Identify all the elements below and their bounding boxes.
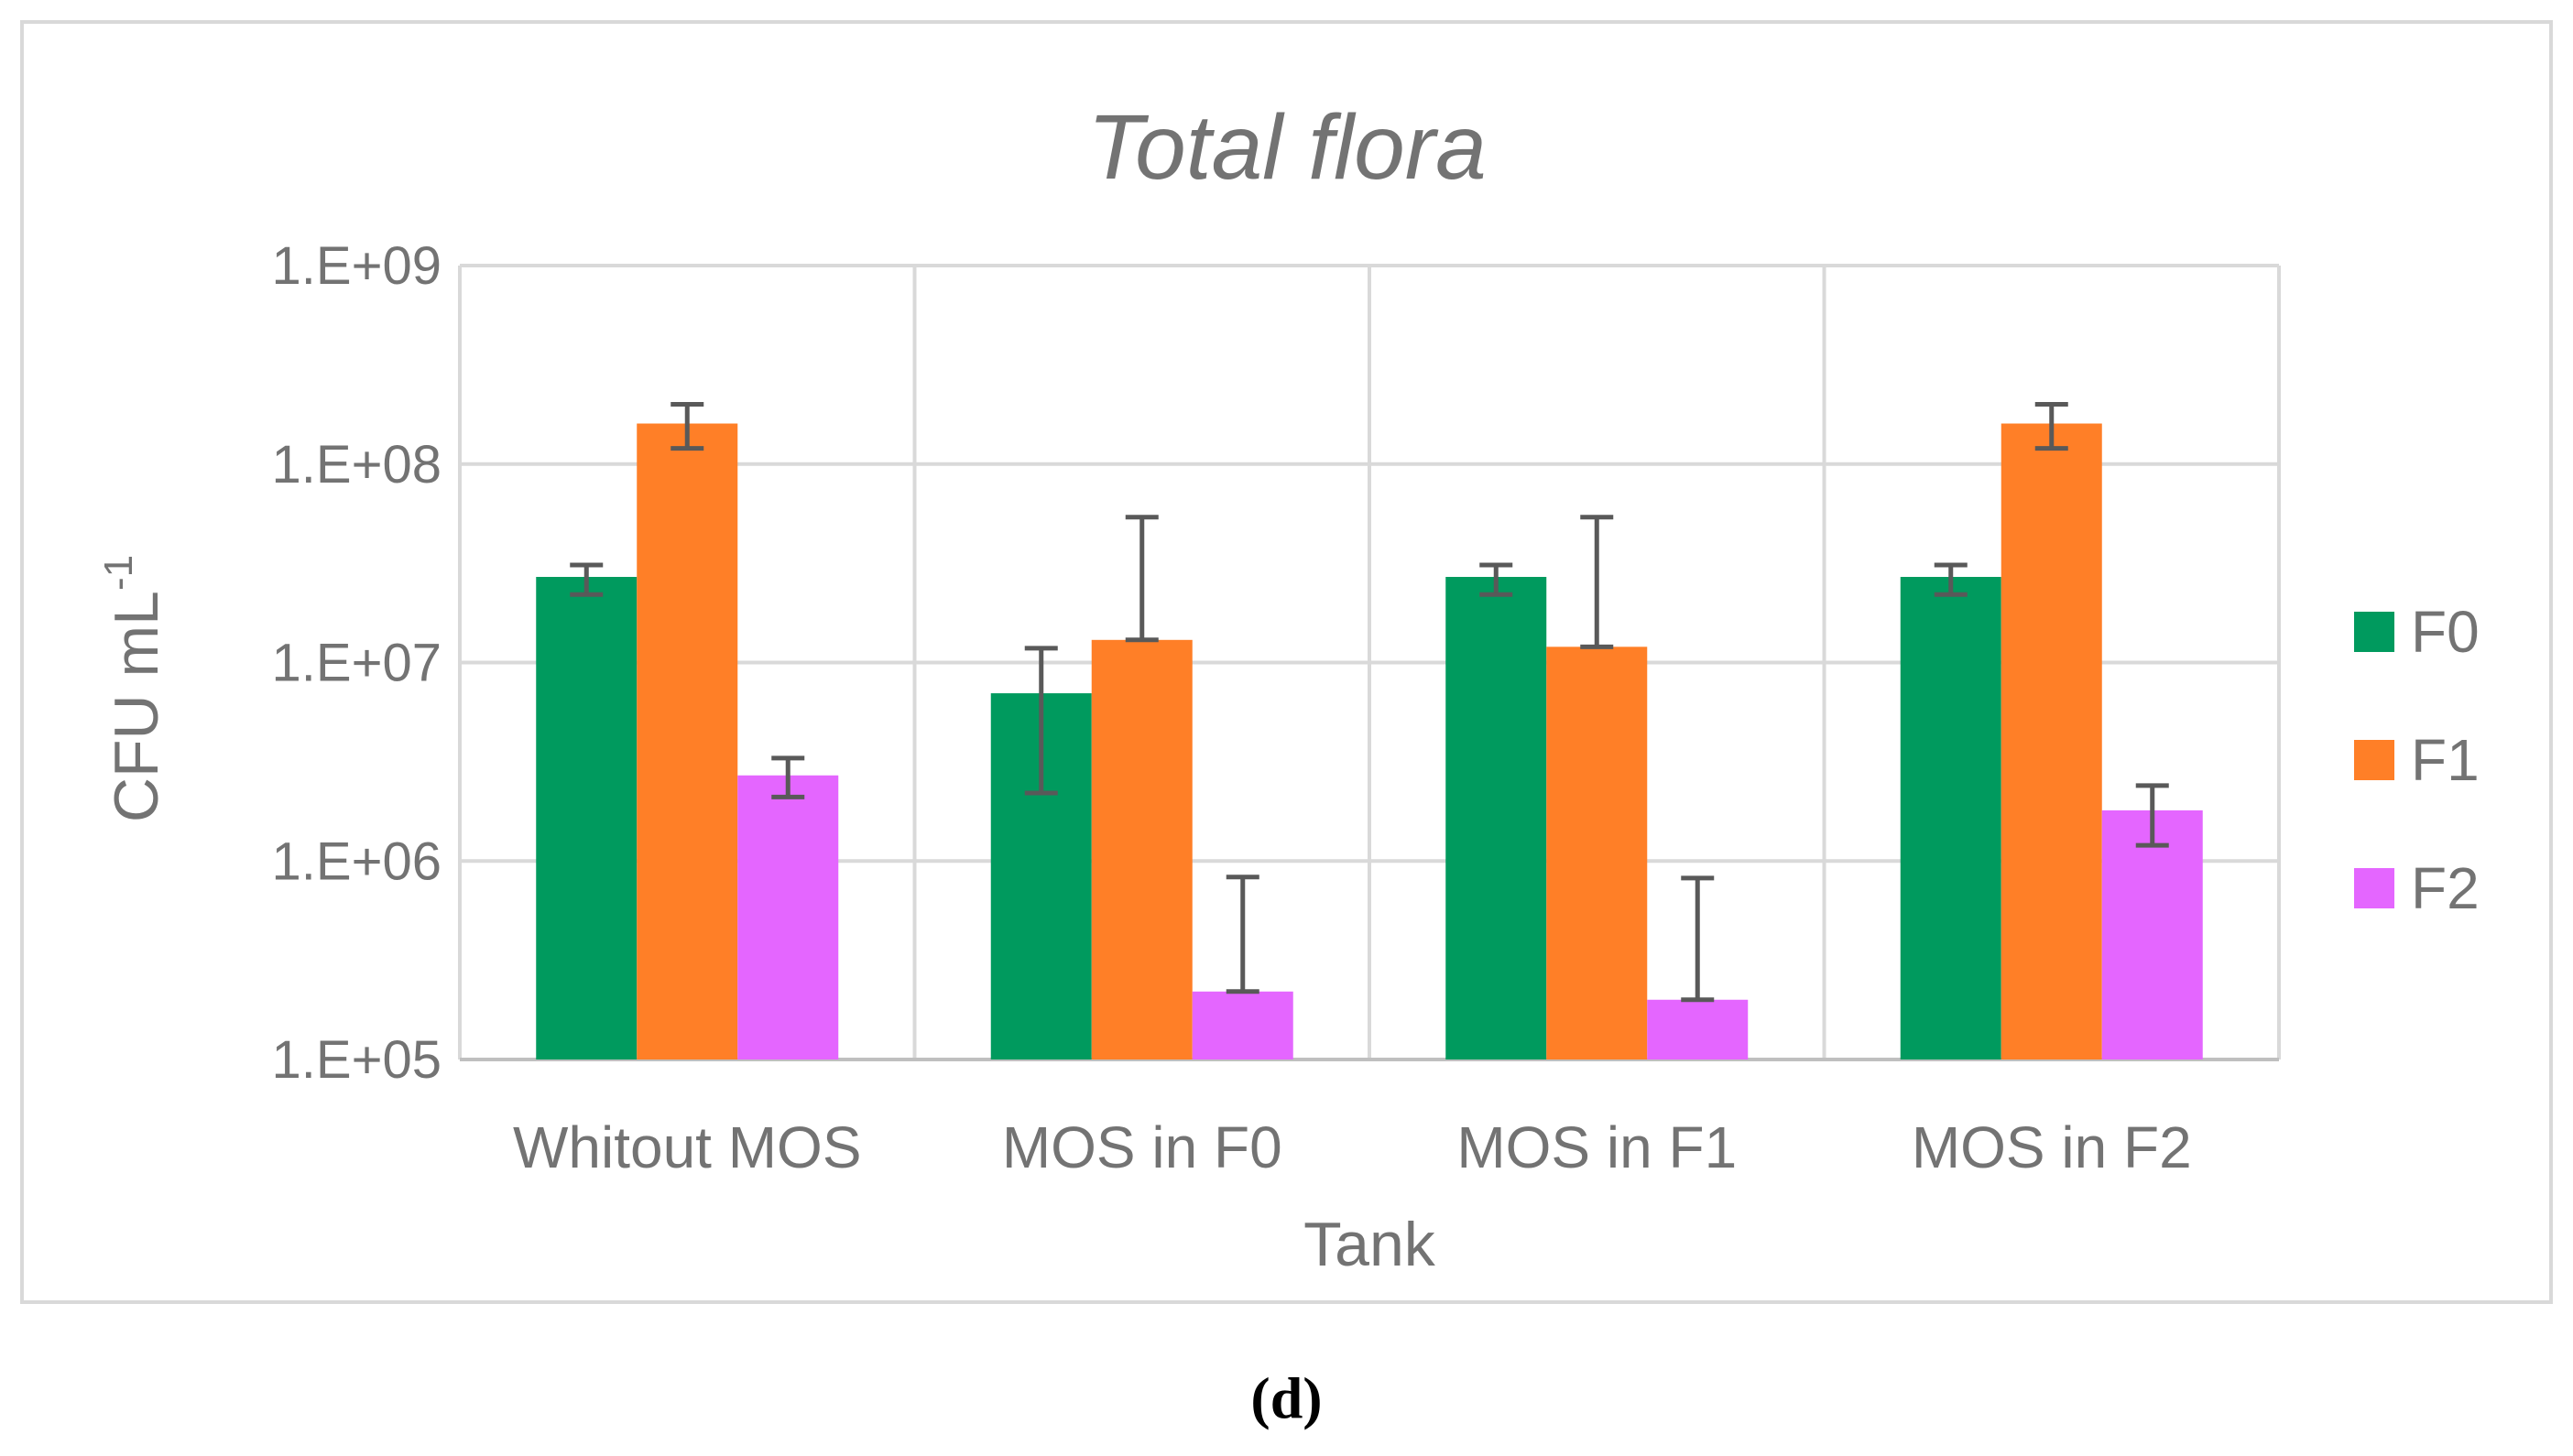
y-axis-label: CFU mL-1 — [96, 555, 171, 822]
legend-swatch-f2 — [2354, 868, 2394, 908]
bar-f2 — [1192, 991, 1293, 1059]
y-axis-label-superscript: -1 — [96, 555, 141, 591]
y-tick-label: 1.E+06 — [272, 831, 442, 891]
x-axis-ticks: Whitout MOS MOS in F0 MOS in F1 MOS in F2 — [513, 1114, 2192, 1180]
bar-f0 — [1445, 577, 1547, 1059]
y-tick-label: 1.E+05 — [272, 1030, 442, 1090]
bar-f2 — [1647, 999, 1749, 1059]
x-tick-label: MOS in F0 — [1002, 1114, 1282, 1180]
y-tick-label: 1.E+07 — [272, 634, 442, 693]
legend-label: F2 — [2411, 855, 2480, 921]
bar-f1 — [1546, 647, 1648, 1059]
bar-f2 — [2101, 809, 2203, 1059]
bar-f1 — [1091, 639, 1193, 1059]
bar-f0 — [1900, 577, 2001, 1059]
legend-label: F0 — [2411, 599, 2480, 665]
x-axis-label: Tank — [1303, 1210, 1436, 1279]
x-tick-label: MOS in F1 — [1456, 1114, 1737, 1180]
y-tick-label: 1.E+09 — [272, 236, 442, 296]
chart-title: Total flora — [1087, 96, 1486, 199]
y-tick-label: 1.E+08 — [272, 435, 442, 494]
y-axis-label-main: CFU mL — [102, 591, 171, 822]
legend-swatch-f1 — [2354, 740, 2394, 780]
error-bars — [570, 402, 2169, 1003]
figure-caption: (d) — [1250, 1365, 1323, 1430]
bar-f0 — [536, 577, 638, 1059]
legend: F0 F1 F2 — [2354, 599, 2480, 921]
bar-f2 — [737, 775, 839, 1059]
legend-swatch-f0 — [2354, 612, 2394, 652]
y-axis-ticks: 1.E+05 1.E+06 1.E+07 1.E+08 1.E+09 — [272, 236, 442, 1090]
legend-label: F1 — [2411, 727, 2480, 793]
bar-f1 — [2001, 423, 2102, 1060]
x-tick-label: MOS in F2 — [1912, 1114, 2192, 1180]
bar-f1 — [637, 423, 738, 1060]
x-tick-label: Whitout MOS — [513, 1114, 862, 1180]
bars — [536, 423, 2203, 1060]
